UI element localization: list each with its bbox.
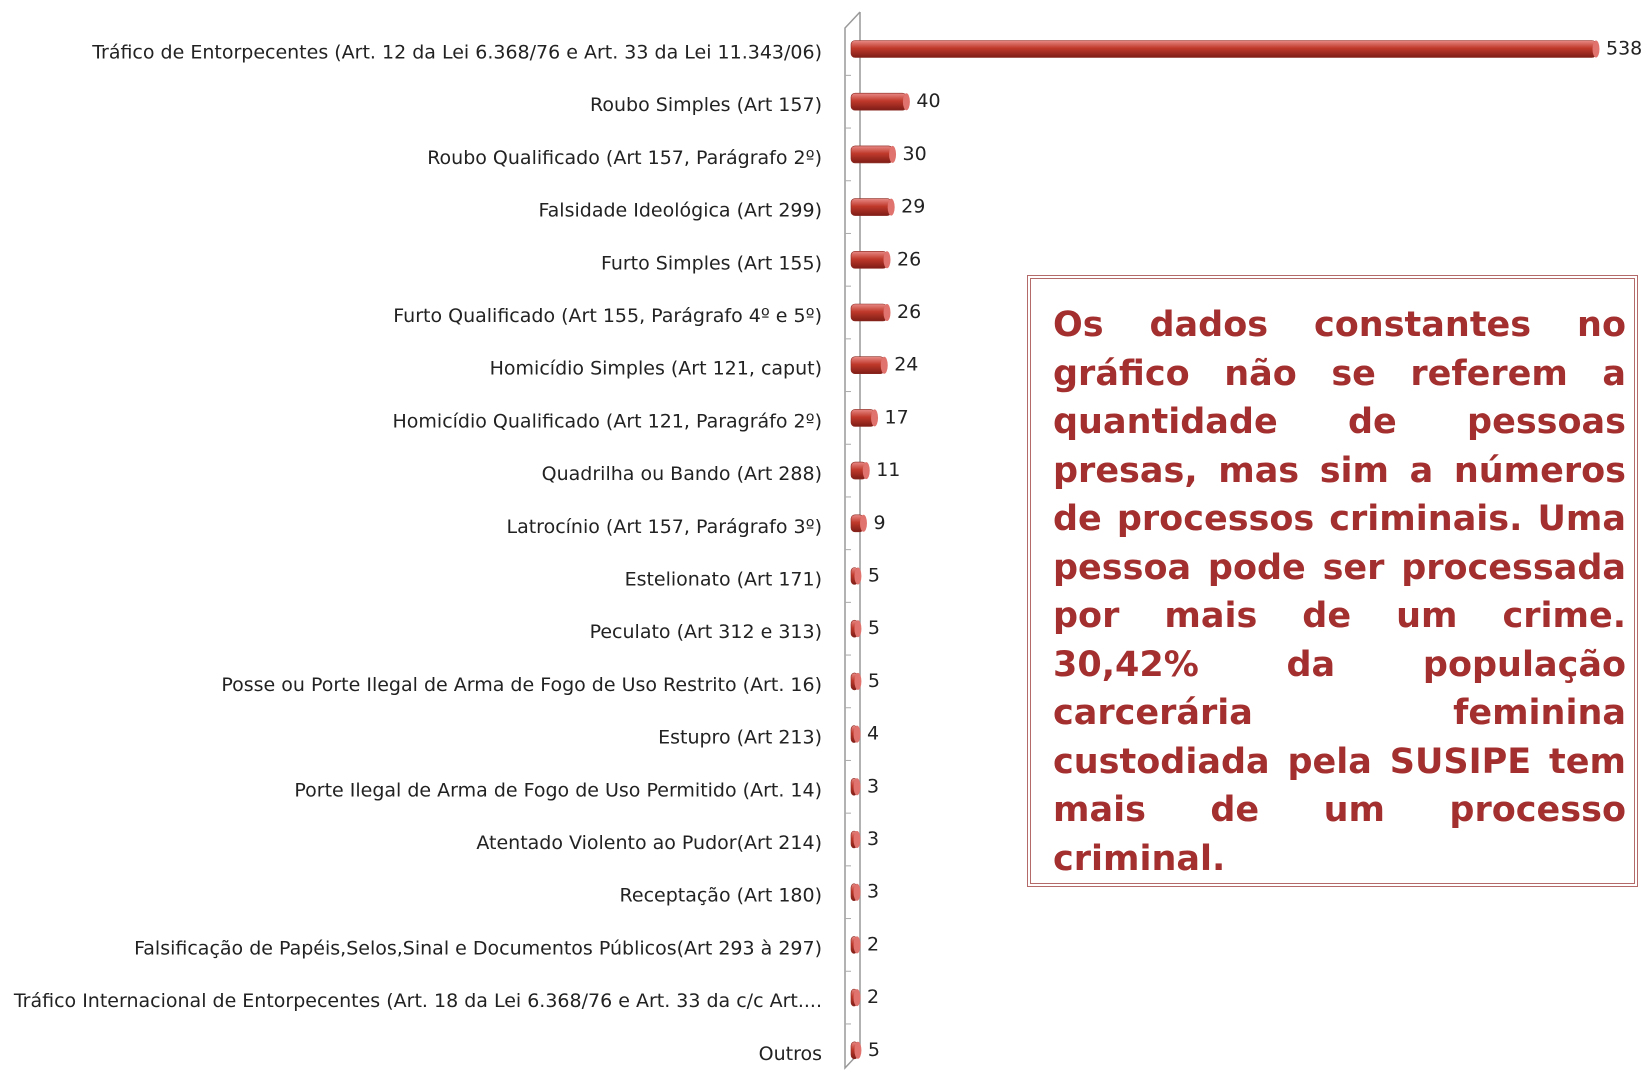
bar-cap [903, 93, 910, 110]
value-label: 538 [1606, 38, 1642, 60]
bar-cap [854, 884, 861, 901]
value-label: 5 [868, 1039, 880, 1061]
y-tick-label: Homicídio Qualificado (Art 121, Paragráf… [393, 410, 823, 432]
bar-cap [854, 1042, 861, 1059]
y-tick-label: Receptação (Art 180) [620, 885, 822, 907]
value-label: 2 [867, 933, 879, 955]
y-tick-label: Roubo Simples (Art 157) [590, 94, 822, 116]
bar-cap [889, 146, 896, 163]
value-label: 29 [901, 196, 925, 218]
bar-cap [854, 831, 861, 848]
value-label: 5 [868, 617, 880, 639]
bar-cap [854, 778, 861, 795]
y-tick-label: Falsificação de Papéis,Selos,Sinal e Doc… [134, 937, 822, 959]
bar-cap [863, 462, 870, 479]
bar-cap [854, 673, 861, 690]
bar [851, 41, 1596, 58]
value-label: 5 [868, 565, 880, 587]
page: Tráfico de Entorpecentes (Art. 12 da Lei… [0, 0, 1646, 1073]
annotation-box: Os dados constantes no gráfico não se re… [1027, 275, 1638, 887]
y-tick-label: Outros [759, 1043, 822, 1065]
y-tick-label: Latrocínio (Art 157, Parágrafo 3º) [507, 516, 823, 538]
bar [851, 199, 891, 216]
value-label: 3 [867, 828, 879, 850]
value-label: 40 [916, 90, 940, 112]
value-label: 5 [868, 670, 880, 692]
value-label: 11 [876, 459, 900, 481]
y-tick-label: Furto Qualificado (Art 155, Parágrafo 4º… [393, 305, 822, 327]
bar [851, 93, 906, 110]
bar-cap [881, 357, 888, 374]
value-label: 24 [894, 354, 918, 376]
bar-cap [888, 199, 895, 216]
bar-cap [854, 726, 861, 743]
y-tick-label: Atentado Violento ao Pudor(Art 214) [476, 832, 822, 854]
bar-cap [854, 620, 861, 637]
value-label: 17 [885, 406, 909, 428]
bar-cap [884, 251, 891, 268]
y-tick-label: Homicídio Simples (Art 121, caput) [490, 358, 822, 380]
y-tick-label: Tráfico de Entorpecentes (Art. 12 da Lei… [91, 42, 822, 64]
bar [851, 409, 875, 426]
axis-wall [845, 12, 860, 1068]
y-tick-label: Porte Ilegal de Arma de Fogo de Uso Perm… [294, 779, 822, 801]
y-tick-label: Posse ou Porte Ilegal de Arma de Fogo de… [221, 674, 822, 696]
value-label: 4 [867, 723, 879, 745]
bar-cap [854, 568, 861, 585]
value-label: 9 [873, 512, 885, 534]
bar-cap [884, 304, 891, 321]
bar-cap [854, 936, 861, 953]
y-tick-label: Falsidade Ideológica (Art 299) [538, 200, 822, 222]
bar [851, 251, 887, 268]
value-label: 26 [897, 301, 921, 323]
y-tick-label: Roubo Qualificado (Art 157, Parágrafo 2º… [427, 147, 822, 169]
value-label: 2 [867, 986, 879, 1008]
bar [851, 357, 884, 374]
y-tick-label: Quadrilha ou Bando (Art 288) [542, 463, 822, 485]
annotation: Os dados constantes no gráfico não se re… [1053, 301, 1626, 883]
value-label: 30 [903, 143, 927, 165]
value-label: 3 [867, 881, 879, 903]
value-label: 3 [867, 775, 879, 797]
bar-cap [1593, 41, 1600, 58]
y-tick-label: Peculato (Art 312 e 313) [590, 621, 822, 643]
bar-cap [854, 989, 861, 1006]
y-tick-label: Estupro (Art 213) [658, 727, 822, 749]
bar [851, 304, 887, 321]
y-tick-label: Estelionato (Art 171) [625, 569, 822, 591]
value-label: 26 [897, 248, 921, 270]
y-tick-label: Tráfico Internacional de Entorpecentes (… [13, 990, 822, 1012]
y-tick-label: Furto Simples (Art 155) [601, 252, 822, 274]
bar [851, 146, 893, 163]
bar-cap [860, 515, 867, 532]
bar-cap [871, 409, 878, 426]
